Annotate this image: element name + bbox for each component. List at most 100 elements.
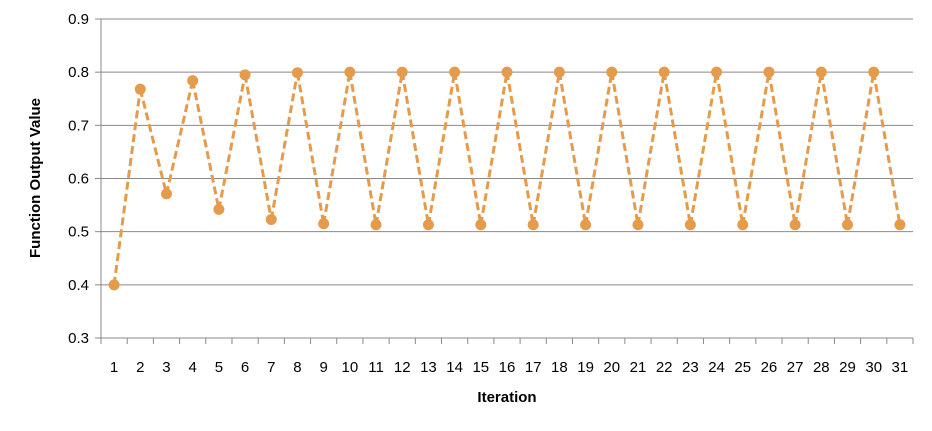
x-tick-labels: 1 2 3 4 5 6 7 8 9 10 11 12 13 14 15 16 17 18 19 20 21 22 23 24 2… bbox=[100, 338, 914, 376]
y-tick-label: 0.5 bbox=[68, 224, 89, 241]
data-point bbox=[291, 67, 303, 79]
series-segment bbox=[217, 74, 247, 210]
x-tick-label: 17 bbox=[525, 359, 542, 376]
data-point bbox=[475, 219, 487, 231]
x-tick-label: 6 bbox=[241, 359, 249, 376]
x-tick-label: 8 bbox=[293, 359, 301, 376]
data-point bbox=[789, 219, 801, 231]
series-line bbox=[112, 71, 902, 286]
data-point bbox=[160, 188, 172, 200]
data-point bbox=[108, 279, 120, 291]
x-tick-label: 22 bbox=[656, 359, 673, 376]
x-tick-label: 1 bbox=[110, 359, 118, 376]
x-tick-label: 27 bbox=[787, 359, 804, 376]
x-tick-label: 20 bbox=[603, 359, 620, 376]
series-segment bbox=[793, 71, 823, 226]
series-segment bbox=[191, 80, 221, 210]
series-segment bbox=[688, 71, 719, 226]
series-segment bbox=[767, 71, 797, 226]
series-segment bbox=[531, 71, 561, 226]
x-tick-label: 28 bbox=[813, 359, 830, 376]
x-tick-label: 5 bbox=[215, 359, 223, 376]
series-segment bbox=[610, 71, 640, 226]
x-tick-label: 25 bbox=[734, 359, 751, 376]
data-point bbox=[606, 66, 618, 78]
y-tick-label: 0.9 bbox=[68, 11, 89, 28]
series-segment bbox=[400, 71, 430, 226]
x-axis-title: Iteration bbox=[477, 389, 536, 406]
series-segment bbox=[872, 71, 902, 226]
x-tick-label: 3 bbox=[162, 359, 170, 376]
x-tick-label: 15 bbox=[472, 359, 489, 376]
y-tick-label: 0.4 bbox=[68, 277, 89, 294]
y-tick-labels: 0.3 0.4 0.5 0.6 0.7 0.8 0.9 bbox=[68, 11, 89, 347]
data-point bbox=[632, 219, 644, 231]
series-segment bbox=[479, 71, 509, 226]
series-segment bbox=[322, 71, 352, 224]
data-point bbox=[344, 66, 356, 78]
y-tick-label: 0.6 bbox=[68, 171, 89, 188]
x-tick-label: 29 bbox=[839, 359, 856, 376]
series-segment bbox=[453, 71, 483, 226]
x-tick-label: 21 bbox=[630, 359, 647, 376]
data-point bbox=[501, 66, 513, 78]
data-point bbox=[449, 66, 461, 78]
series-segment bbox=[715, 71, 745, 226]
series-segment bbox=[819, 71, 849, 226]
data-point bbox=[711, 66, 723, 78]
data-point bbox=[868, 66, 880, 78]
x-tick-label: 13 bbox=[420, 359, 437, 376]
y-tick-label: 0.3 bbox=[68, 330, 89, 347]
gridlines bbox=[95, 18, 913, 339]
data-point bbox=[684, 219, 696, 231]
data-point bbox=[894, 219, 906, 231]
series-segment bbox=[112, 88, 142, 286]
series-segment bbox=[636, 71, 666, 226]
series-segment bbox=[243, 74, 273, 220]
series-segment bbox=[269, 72, 299, 220]
series-points bbox=[108, 66, 906, 291]
y-axis-title: Function Output Value bbox=[27, 98, 44, 258]
y-tick-label: 0.7 bbox=[68, 117, 89, 134]
x-tick-label: 16 bbox=[499, 359, 516, 376]
data-point bbox=[553, 66, 565, 78]
data-point bbox=[396, 66, 408, 78]
series-segment bbox=[505, 71, 535, 226]
x-tick-label: 30 bbox=[865, 359, 882, 376]
series-segment bbox=[426, 71, 457, 226]
series-segment bbox=[295, 72, 326, 224]
y-tick-label: 0.8 bbox=[68, 64, 89, 81]
data-point bbox=[658, 66, 670, 78]
x-tick-label: 18 bbox=[551, 359, 568, 376]
series-segment bbox=[584, 71, 614, 226]
x-tick-label: 14 bbox=[446, 359, 463, 376]
data-point bbox=[187, 75, 199, 87]
x-tick-label: 7 bbox=[267, 359, 275, 376]
x-tick-label: 31 bbox=[892, 359, 909, 376]
data-point bbox=[370, 219, 382, 231]
x-tick-label: 11 bbox=[368, 359, 384, 376]
x-tick-label: 24 bbox=[708, 359, 725, 376]
series-segment bbox=[348, 71, 378, 226]
series-segment bbox=[741, 71, 771, 226]
x-tick-label: 23 bbox=[682, 359, 699, 376]
series-segment bbox=[165, 80, 195, 195]
data-point bbox=[763, 66, 775, 78]
data-point bbox=[134, 83, 146, 95]
data-point bbox=[265, 213, 277, 225]
x-tick-label: 4 bbox=[189, 359, 197, 376]
data-point bbox=[213, 203, 225, 215]
x-tick-label: 19 bbox=[577, 359, 594, 376]
x-tick-label: 26 bbox=[761, 359, 778, 376]
data-point bbox=[815, 66, 827, 78]
data-point bbox=[422, 219, 434, 231]
series-segment bbox=[846, 71, 876, 226]
data-point bbox=[842, 219, 854, 231]
series-segment bbox=[138, 88, 168, 195]
data-point bbox=[527, 219, 539, 231]
data-point bbox=[318, 218, 330, 230]
series-segment bbox=[662, 71, 692, 226]
data-point bbox=[239, 69, 251, 81]
x-tick-label: 2 bbox=[136, 359, 144, 376]
